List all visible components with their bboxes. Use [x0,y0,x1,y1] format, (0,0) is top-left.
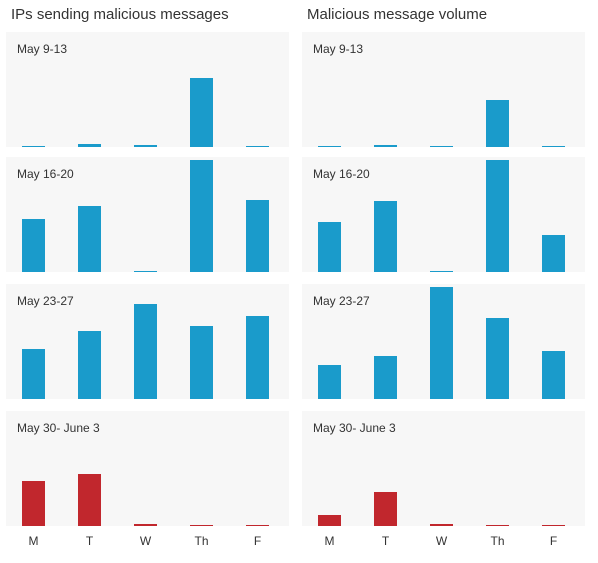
bar-f [542,524,565,526]
bar-t [78,474,101,526]
bar-th [486,160,509,272]
chart-panel-1-1: May 16-20 [302,157,585,272]
chart-panel-0-2: May 23-27 [6,284,289,399]
bar-th [486,524,509,526]
bar-w [134,144,157,147]
bar-t [78,330,101,399]
bar-m [318,221,341,272]
bar-t [78,143,101,147]
panel-label: May 9-13 [313,42,364,56]
bar-m [22,481,45,526]
x-tick-label: W [139,534,152,548]
bar-f [542,350,565,399]
bar-th [486,318,509,399]
chart-panel-0-1: May 16-20 [6,157,289,272]
chart-panel-1-3: May 30- June 3 [302,411,585,526]
bar-w [430,287,453,399]
x-tick-label: T [85,534,94,548]
bar-w [430,270,453,272]
bar-th [190,524,213,526]
chart-panel-1-2: May 23-27 [302,284,585,399]
bar-th [190,77,213,147]
panel-label: May 30- June 3 [313,421,396,435]
x-tick-label: T [381,534,390,548]
x-tick-label: Th [490,534,505,548]
bar-th [486,99,509,147]
chart-title-0: IPs sending malicious messages [11,6,229,23]
bar-m [22,145,45,147]
bar-t [374,144,397,147]
bar-f [246,316,269,399]
bar-f [246,200,269,272]
bar-m [318,514,341,526]
bar-w [430,145,453,147]
chart-title-1: Malicious message volume [307,6,488,23]
panel-label: May 16-20 [313,167,370,181]
bar-w [134,523,157,526]
x-tick-label: Th [194,534,209,548]
bar-t [374,356,397,399]
bar-m [22,348,45,399]
bar-th [190,160,213,272]
bar-f [542,235,565,272]
bar-f [246,524,269,526]
bar-m [318,145,341,147]
bar-m [22,219,45,272]
x-tick-label: F [253,534,262,548]
bar-w [134,303,157,399]
x-tick-label: M [28,534,39,548]
bar-m [318,365,341,399]
panel-label: May 23-27 [313,294,370,308]
bar-t [78,205,101,272]
chart-panel-0-3: May 30- June 3 [6,411,289,526]
bar-th [190,326,213,399]
panel-label: May 9-13 [17,42,68,56]
panel-label: May 16-20 [17,167,74,181]
panel-label: May 30- June 3 [17,421,100,435]
chart-panel-0-0: May 9-13 [6,32,289,147]
bar-t [374,201,397,272]
bar-t [374,492,397,526]
bar-w [430,523,453,526]
bar-w [134,270,157,272]
x-tick-label: F [549,534,558,548]
panel-label: May 23-27 [17,294,74,308]
chart-panel-1-0: May 9-13 [302,32,585,147]
x-tick-label: M [324,534,335,548]
bar-f [542,145,565,147]
bar-f [246,145,269,147]
x-tick-label: W [435,534,448,548]
